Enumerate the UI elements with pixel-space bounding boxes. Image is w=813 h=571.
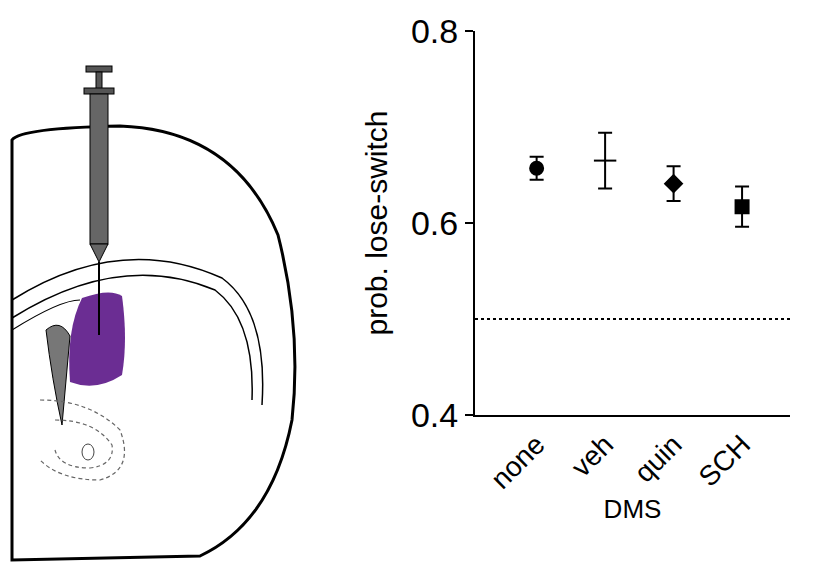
svg-text:none: none [485,429,551,495]
svg-text:0.4: 0.4 [411,396,458,434]
svg-text:0.6: 0.6 [411,204,458,242]
svg-text:prob. lose-switch: prob. lose-switch [360,110,393,335]
svg-text:DMS: DMS [604,494,662,524]
svg-text:0.8: 0.8 [411,12,458,50]
svg-text:veh: veh [565,429,619,483]
svg-text:SCH: SCH [692,429,756,493]
svg-text:quin: quin [628,429,687,488]
